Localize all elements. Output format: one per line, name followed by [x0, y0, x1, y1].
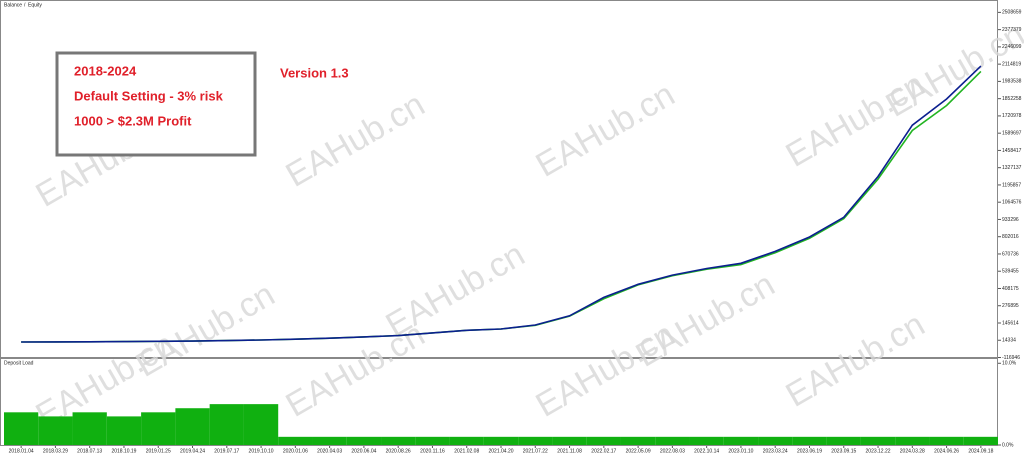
bar	[4, 412, 39, 445]
x-tick-label: 2019.07.17	[214, 448, 239, 454]
x-tick-label: 2022.02.17	[591, 448, 616, 454]
x-tick-label: 2024.06.26	[934, 448, 959, 454]
x-tick-label: 2020.06.04	[351, 448, 376, 454]
y-tick-label: 1720978	[1002, 113, 1022, 119]
x-tick-label: 2023.12.22	[866, 448, 891, 454]
bar	[312, 436, 347, 445]
y-tick-label: 2377379	[1002, 27, 1022, 33]
y-tick-label: 1852258	[1002, 96, 1022, 102]
y-tick-label: 145614	[1002, 320, 1019, 326]
y-tick-label: 1327137	[1002, 165, 1022, 171]
bar	[518, 436, 553, 445]
x-tick-label: 2018.10.19	[111, 448, 136, 454]
x-tick-label: 2023.01.10	[728, 448, 753, 454]
bar	[415, 436, 450, 445]
y-tick-label: 670736	[1002, 251, 1019, 257]
bar	[483, 436, 519, 445]
bar	[826, 436, 861, 445]
series-line	[21, 65, 982, 343]
x-tick-label: 2020.01.06	[283, 448, 308, 454]
x-tick-label: 2019.04.24	[180, 448, 205, 454]
bar	[792, 436, 827, 445]
y-tick-label: 1064576	[1002, 200, 1022, 206]
bar	[72, 412, 107, 445]
annotation: 1000 > $2.3M Profit	[74, 113, 192, 128]
x-tick-label: 2021.02.08	[454, 448, 479, 454]
bar	[209, 404, 244, 445]
x-tick-label: 2022.05.09	[626, 448, 651, 454]
x-tick-label: 2021.11.08	[557, 448, 582, 454]
x-tick-label: 2021.04.20	[488, 448, 513, 454]
x-tick-label: 2022.08.03	[660, 448, 685, 454]
y-tick-label: 1589697	[1002, 130, 1022, 136]
x-tick-label: 2018.01.04	[9, 448, 34, 454]
x-tick-label: 2020.08.26	[386, 448, 411, 454]
y-tick-label: 10.0%	[1002, 361, 1017, 367]
x-tick-label: 2024.03.28	[900, 448, 925, 454]
x-tick-label: 2024.09.18	[968, 448, 993, 454]
x-tick-label: 2018.07.13	[77, 448, 102, 454]
bar	[963, 436, 998, 445]
bar	[689, 436, 724, 445]
bar	[106, 416, 142, 445]
bar	[141, 412, 176, 445]
y-tick-label: 802016	[1002, 234, 1019, 240]
x-tick-label: 2020.11.16	[420, 448, 445, 454]
y-tick-label: 1195857	[1002, 182, 1021, 188]
y-tick-label: 2246099	[1002, 44, 1022, 50]
annotation: Default Setting - 3% risk	[74, 88, 224, 103]
y-tick-label: 1458417	[1002, 148, 1022, 154]
y-tick-label: 2508659	[1002, 10, 1022, 16]
legend-entry: Balance	[4, 2, 22, 8]
bar	[449, 436, 484, 445]
bar	[381, 436, 416, 445]
x-tick-label: 2023.06.19	[797, 448, 822, 454]
bar	[620, 436, 656, 445]
y-tick-label: 276895	[1002, 303, 1019, 309]
legend-entry: Equity	[28, 2, 42, 8]
bar	[860, 436, 896, 445]
x-tick-label: 2021.07.22	[523, 448, 548, 454]
bar	[38, 416, 73, 445]
x-tick-label: 2018.03.29	[43, 448, 68, 454]
x-tick-label: 2019.01.25	[146, 448, 171, 454]
bar	[655, 436, 690, 445]
bar	[586, 436, 621, 445]
bar	[552, 436, 587, 445]
annotation-box	[55, 51, 257, 157]
bar	[723, 436, 759, 445]
x-tick-label: 2023.09.15	[831, 448, 856, 454]
bar	[346, 436, 382, 445]
legend-separator: /	[24, 2, 26, 8]
x-tick-label: 2022.10.14	[694, 448, 719, 454]
y-tick-label: -116946	[1002, 355, 1020, 361]
y-tick-label: 1983538	[1002, 79, 1022, 85]
y-tick-label: 933296	[1002, 217, 1019, 223]
version-label: Version 1.3	[280, 65, 349, 80]
y-tick-label: 2114819	[1002, 61, 1021, 67]
bar	[175, 408, 210, 445]
y-tick-label: 408175	[1002, 286, 1019, 292]
x-tick-label: 2020.04.03	[317, 448, 342, 454]
x-tick-label: 2023.03.24	[763, 448, 788, 454]
y-tick-label: 0.0%	[1002, 442, 1014, 448]
annotation: 2018-2024	[74, 63, 137, 78]
bar	[929, 436, 964, 445]
y-tick-label: 539455	[1002, 269, 1019, 275]
panel-title: Deposit Load	[4, 360, 34, 366]
bar	[895, 436, 930, 445]
bar	[278, 436, 313, 445]
bar	[758, 436, 793, 445]
y-tick-label: 14334	[1002, 338, 1016, 344]
bar	[243, 404, 279, 445]
x-tick-label: 2019.10.10	[249, 448, 274, 454]
